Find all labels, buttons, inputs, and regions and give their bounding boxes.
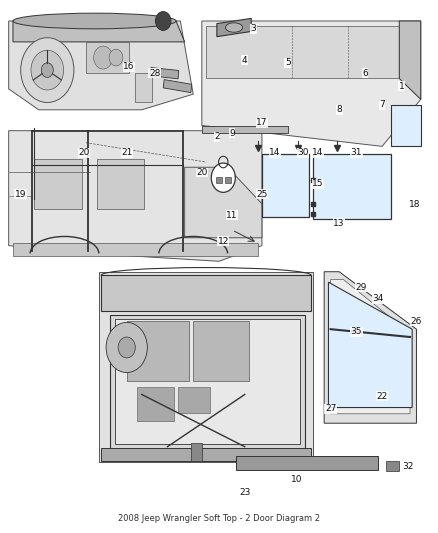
Circle shape: [106, 322, 147, 373]
Text: 2008 Jeep Wrangler Soft Top - 2 Door Diagram 2: 2008 Jeep Wrangler Soft Top - 2 Door Dia…: [118, 514, 320, 523]
Text: 16: 16: [123, 62, 134, 71]
Text: 18: 18: [409, 200, 420, 209]
Text: 29: 29: [355, 283, 366, 292]
Bar: [97, 159, 144, 209]
Polygon shape: [206, 26, 399, 78]
Text: 31: 31: [350, 148, 362, 157]
Bar: [385, 461, 399, 471]
Polygon shape: [324, 272, 417, 423]
Text: 25: 25: [256, 190, 268, 199]
Text: 32: 32: [402, 462, 413, 471]
Bar: [115, 319, 300, 444]
Ellipse shape: [226, 23, 243, 32]
Text: 15: 15: [312, 180, 324, 189]
Bar: [193, 321, 249, 382]
Text: 17: 17: [256, 118, 268, 127]
Bar: [86, 42, 129, 73]
Polygon shape: [391, 104, 421, 147]
Polygon shape: [314, 154, 391, 220]
Bar: [135, 73, 152, 102]
Circle shape: [94, 46, 113, 69]
Polygon shape: [328, 282, 412, 408]
Polygon shape: [262, 154, 309, 217]
Text: 10: 10: [290, 475, 302, 484]
Text: 34: 34: [372, 294, 384, 303]
Text: 2: 2: [214, 133, 220, 141]
Text: 28: 28: [149, 69, 160, 78]
Bar: [35, 159, 81, 209]
Bar: [150, 68, 179, 79]
Polygon shape: [185, 167, 262, 238]
Polygon shape: [331, 280, 410, 414]
Text: 11: 11: [226, 211, 238, 220]
Circle shape: [118, 337, 135, 358]
Text: 8: 8: [336, 106, 342, 114]
Bar: [127, 321, 189, 382]
Text: 20: 20: [196, 168, 208, 177]
Bar: [101, 448, 311, 462]
Text: 14: 14: [312, 148, 323, 157]
Text: 5: 5: [285, 58, 290, 67]
Text: 9: 9: [229, 129, 235, 138]
Text: 6: 6: [362, 69, 368, 78]
Polygon shape: [399, 21, 421, 99]
Bar: [236, 456, 378, 470]
Text: 22: 22: [377, 392, 388, 400]
Circle shape: [21, 38, 74, 102]
Text: 13: 13: [333, 219, 345, 228]
Text: 1: 1: [399, 82, 404, 91]
Text: 27: 27: [325, 404, 336, 413]
Text: 21: 21: [121, 148, 132, 157]
Text: 35: 35: [350, 327, 362, 336]
Circle shape: [41, 63, 53, 77]
Bar: [215, 176, 222, 183]
Bar: [225, 176, 231, 183]
Bar: [163, 79, 192, 93]
Polygon shape: [202, 21, 421, 147]
Text: 7: 7: [379, 100, 385, 109]
Polygon shape: [217, 19, 251, 37]
Polygon shape: [99, 272, 314, 463]
Polygon shape: [9, 131, 262, 261]
Circle shape: [31, 50, 64, 90]
Text: 3: 3: [251, 25, 256, 34]
Bar: [202, 126, 288, 133]
Polygon shape: [13, 21, 185, 42]
Text: 14: 14: [269, 148, 280, 157]
Bar: [110, 314, 305, 449]
Bar: [101, 276, 311, 311]
Circle shape: [109, 49, 123, 66]
Text: 12: 12: [218, 237, 229, 246]
Circle shape: [211, 163, 235, 192]
Polygon shape: [9, 21, 193, 110]
Text: 26: 26: [411, 317, 422, 326]
Bar: [178, 386, 210, 413]
Text: 30: 30: [297, 148, 308, 157]
Text: 23: 23: [239, 488, 251, 497]
Bar: [13, 243, 258, 256]
Circle shape: [155, 12, 171, 30]
Bar: [191, 442, 202, 461]
Bar: [138, 386, 174, 421]
Text: 20: 20: [78, 148, 89, 157]
Text: 4: 4: [242, 55, 247, 64]
Ellipse shape: [13, 13, 176, 29]
Text: 19: 19: [15, 190, 26, 199]
